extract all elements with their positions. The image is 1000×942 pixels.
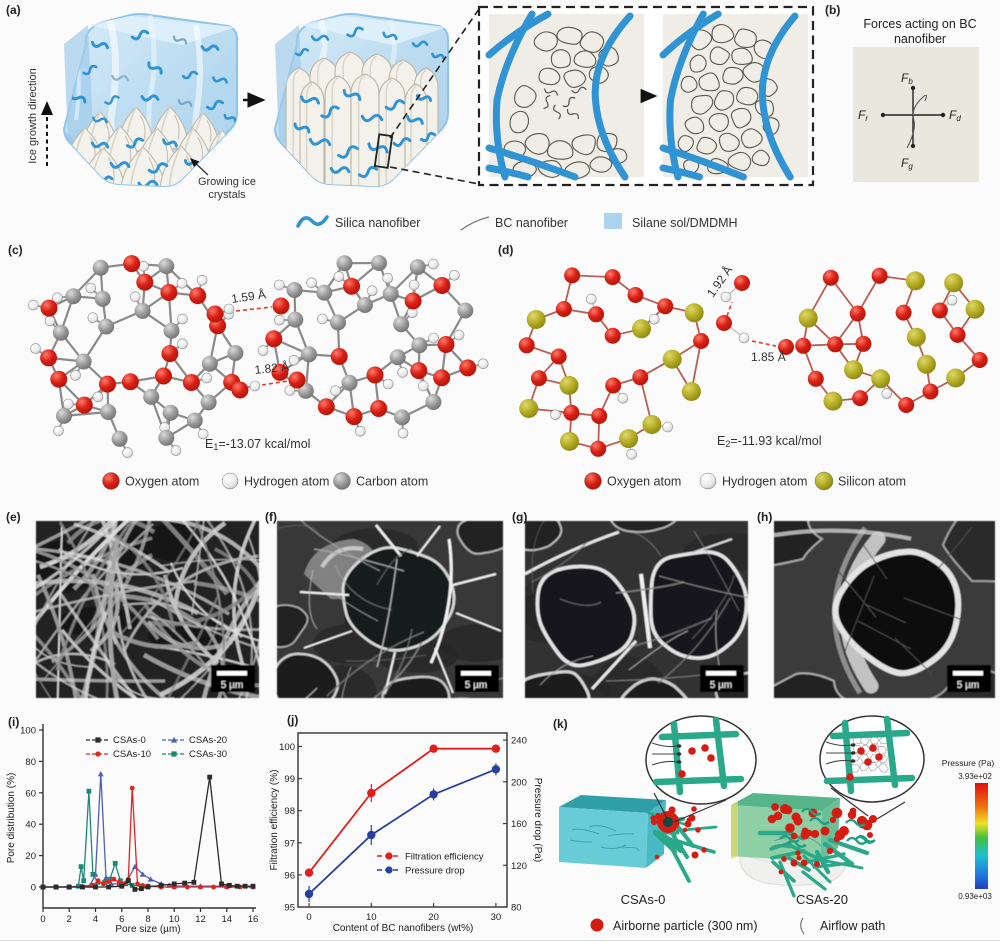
svg-text:E2=-11.93 kcal/mol: E2=-11.93 kcal/mol xyxy=(717,434,822,449)
svg-text:(g): (g) xyxy=(512,510,527,524)
svg-text:5 µm: 5 µm xyxy=(465,680,487,691)
svg-text:4: 4 xyxy=(93,914,98,925)
svg-text:Silane sol/DMDMH: Silane sol/DMDMH xyxy=(632,216,738,230)
svg-text:Pressure (Pa): Pressure (Pa) xyxy=(942,758,995,768)
svg-text:Content of BC nanofibers (wt%): Content of BC nanofibers (wt%) xyxy=(333,923,474,934)
svg-text:Ice growth direction: Ice growth direction xyxy=(27,68,39,163)
svg-text:1.92 Å: 1.92 Å xyxy=(703,263,735,300)
svg-text:100: 100 xyxy=(20,726,36,737)
svg-text:1.82 Å: 1.82 Å xyxy=(254,358,290,377)
svg-text:20: 20 xyxy=(25,851,36,862)
svg-text:80: 80 xyxy=(511,903,522,914)
svg-text:99: 99 xyxy=(284,774,295,785)
svg-text:0: 0 xyxy=(306,912,311,923)
svg-text:(h): (h) xyxy=(757,510,772,524)
svg-text:14: 14 xyxy=(222,914,233,925)
svg-text:10: 10 xyxy=(366,912,377,923)
svg-text:Airflow path: Airflow path xyxy=(820,919,885,933)
svg-text:95: 95 xyxy=(284,903,295,914)
svg-text:Silicon atom: Silicon atom xyxy=(838,475,906,489)
svg-text:Silica nanofiber: Silica nanofiber xyxy=(335,216,420,230)
svg-text:Hydrogen atom: Hydrogen atom xyxy=(722,475,807,489)
svg-text:(j): (j) xyxy=(287,713,298,727)
svg-text:Oxygen atom: Oxygen atom xyxy=(125,475,199,489)
svg-text:Forces acting on BC: Forces acting on BC xyxy=(863,17,976,31)
svg-text:60: 60 xyxy=(25,788,36,799)
svg-text:2: 2 xyxy=(67,914,72,925)
svg-text:Fr: Fr xyxy=(858,108,868,123)
svg-text:(e): (e) xyxy=(6,510,21,524)
svg-text:CSAs-20: CSAs-20 xyxy=(189,735,227,746)
svg-text:(b): (b) xyxy=(825,3,840,17)
svg-text:Growing ice: Growing ice xyxy=(198,176,256,188)
svg-text:(i): (i) xyxy=(8,715,19,729)
svg-text:CSAs-0: CSAs-0 xyxy=(621,892,666,907)
svg-text:3.93e+02: 3.93e+02 xyxy=(958,772,992,781)
svg-text:120: 120 xyxy=(511,861,527,872)
svg-text:1.59 Å: 1.59 Å xyxy=(230,286,266,306)
svg-text:(k): (k) xyxy=(553,717,568,731)
svg-text:CSAs-0: CSAs-0 xyxy=(113,735,146,746)
svg-text:0: 0 xyxy=(40,914,45,925)
svg-text:5 µm: 5 µm xyxy=(221,680,243,691)
svg-text:20: 20 xyxy=(428,912,439,923)
svg-text:(f): (f) xyxy=(265,510,277,524)
svg-text:Oxygen atom: Oxygen atom xyxy=(607,475,681,489)
svg-text:40: 40 xyxy=(25,820,36,831)
svg-text:CSAs-30: CSAs-30 xyxy=(189,749,227,760)
svg-text:80: 80 xyxy=(25,757,36,768)
svg-text:8: 8 xyxy=(145,914,150,925)
svg-text:5 µm: 5 µm xyxy=(957,680,979,691)
svg-text:Pressure drop (Pa): Pressure drop (Pa) xyxy=(532,778,543,862)
svg-text:16: 16 xyxy=(248,914,259,925)
svg-text:Pore size (µm): Pore size (µm) xyxy=(115,924,180,935)
svg-text:6: 6 xyxy=(119,914,124,925)
svg-text:12: 12 xyxy=(195,914,206,925)
svg-text:96: 96 xyxy=(284,870,295,881)
svg-text:100: 100 xyxy=(279,742,295,753)
svg-text:30: 30 xyxy=(491,912,502,923)
svg-text:240: 240 xyxy=(511,736,527,747)
svg-text:0: 0 xyxy=(31,883,36,894)
svg-text:Pressure drop: Pressure drop xyxy=(405,866,465,877)
svg-text:(a): (a) xyxy=(6,3,21,17)
svg-text:160: 160 xyxy=(511,819,527,830)
svg-text:CSAs-20: CSAs-20 xyxy=(796,892,848,907)
svg-text:Filtration efficiency: Filtration efficiency xyxy=(405,852,484,863)
svg-text:Carbon atom: Carbon atom xyxy=(356,475,428,489)
svg-text:97: 97 xyxy=(284,838,295,849)
svg-text:nanofiber: nanofiber xyxy=(894,32,946,46)
svg-text:200: 200 xyxy=(511,777,527,788)
svg-text:CSAs-10: CSAs-10 xyxy=(113,749,151,760)
svg-text:BC nanofiber: BC nanofiber xyxy=(495,216,568,230)
svg-text:10: 10 xyxy=(169,914,180,925)
svg-text:Airborne particle (300 nm): Airborne particle (300 nm) xyxy=(613,919,758,933)
svg-text:E1=-13.07 kcal/mol: E1=-13.07 kcal/mol xyxy=(205,437,310,452)
svg-text:5 µm: 5 µm xyxy=(710,680,732,691)
svg-text:1.85 Å: 1.85 Å xyxy=(751,349,786,364)
svg-text:0.93e+03: 0.93e+03 xyxy=(958,892,992,901)
svg-text:(c): (c) xyxy=(8,243,23,257)
svg-text:Hydrogen atom: Hydrogen atom xyxy=(244,475,329,489)
svg-text:(d): (d) xyxy=(498,243,513,257)
svg-text:Filtration efficiency (%): Filtration efficiency (%) xyxy=(269,770,280,871)
svg-text:crystals: crystals xyxy=(208,189,246,201)
svg-text:98: 98 xyxy=(284,806,295,817)
svg-text:Pore distribution (%): Pore distribution (%) xyxy=(6,773,17,864)
